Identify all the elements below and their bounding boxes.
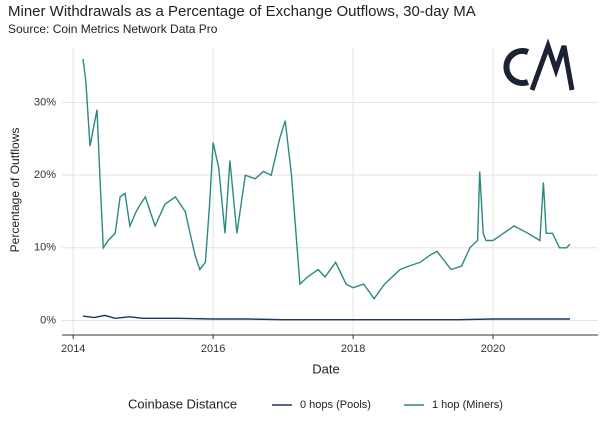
y-axis-label: Percentage of Outflows xyxy=(8,128,22,253)
logo xyxy=(503,38,575,91)
y-tick-label: 20% xyxy=(34,169,56,181)
x-axis-label: Date xyxy=(312,361,339,376)
x-tick-label: 2016 xyxy=(201,343,225,355)
series-line xyxy=(82,314,570,321)
x-tick-label: 2018 xyxy=(341,343,365,355)
legend-label: 0 hops (Pools) xyxy=(300,399,371,411)
legend-title: Coinbase Distance xyxy=(128,396,237,411)
y-tick-label: 30% xyxy=(34,96,56,108)
chart-title: Miner Withdrawals as a Percentage of Exc… xyxy=(8,3,476,20)
logo-c xyxy=(503,48,530,86)
y-tick-label: 0% xyxy=(40,314,56,326)
logo-m xyxy=(529,38,575,91)
legend-label: 1 hop (Miners) xyxy=(432,399,503,411)
chart-subtitle: Source: Coin Metrics Network Data Pro xyxy=(8,22,218,36)
y-tick-label: 10% xyxy=(34,242,56,254)
series-line xyxy=(82,58,571,300)
x-tick-label: 2014 xyxy=(61,343,85,355)
x-tick-label: 2020 xyxy=(481,343,505,355)
